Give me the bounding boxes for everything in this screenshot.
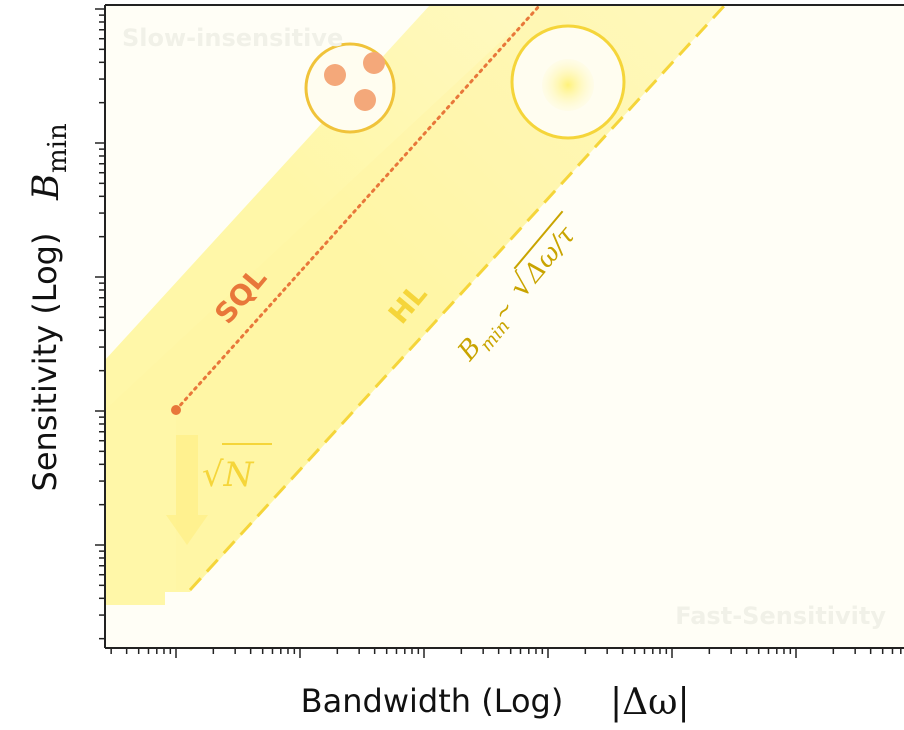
atom — [324, 64, 346, 86]
y-axis-symbol: B min — [26, 123, 73, 201]
arrow-shaft — [176, 435, 198, 515]
sql-start — [171, 405, 181, 415]
region-label: Slow-insensitive — [122, 24, 343, 52]
atom — [363, 52, 385, 74]
region-label: Fast-Sensitivity — [675, 602, 886, 630]
entangled-state — [542, 59, 594, 111]
y-axis-label: Sensitivity (Log) — [26, 233, 64, 492]
figure: Slow-insensitive Fast-Sensitivity SQL HL… — [0, 0, 904, 730]
x-axis-label: Bandwidth (Log) — [301, 682, 564, 720]
x-axis-symbol: |Δω| — [610, 682, 690, 723]
atom — [354, 89, 376, 111]
scaling-label: √N — [202, 455, 255, 495]
symbol-sub: min — [43, 123, 73, 173]
symbol-base: B — [26, 174, 67, 201]
